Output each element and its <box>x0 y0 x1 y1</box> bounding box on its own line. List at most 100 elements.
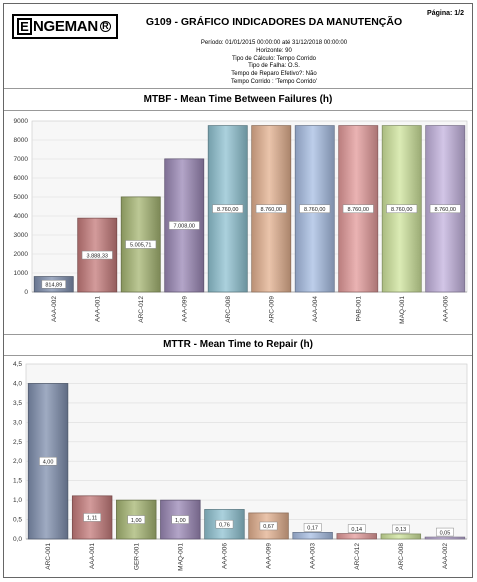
registered-mark-icon: R <box>99 21 111 32</box>
mttr-chart-title: MTTR - Mean Time to Repair (h) <box>163 339 313 350</box>
mttr-data-label-box <box>303 523 322 532</box>
mttr-y-tick-label: 2,5 <box>13 439 22 446</box>
mttr-data-label-box <box>171 515 190 524</box>
mtbf-x-tick-label: ARC-012 <box>138 296 145 323</box>
mtbf-data-label-box <box>386 204 418 214</box>
mtbf-y-tick-label: 2000 <box>14 251 29 258</box>
mttr-data-label: 0,76 <box>219 522 230 528</box>
mttr-data-label: 0,14 <box>351 527 362 533</box>
mtbf-data-label: 8.760,00 <box>391 207 412 213</box>
mttr-x-tick-label: AAA-003 <box>310 543 317 569</box>
mtbf-data-label: 5.005,71 <box>130 243 151 249</box>
mttr-data-label-box <box>347 524 366 533</box>
mtbf-data-label: 814,89 <box>45 282 62 288</box>
logo-text: NGEMAN <box>33 18 98 35</box>
mttr-y-tick-label: 1,0 <box>13 497 22 504</box>
mttr-data-label-box <box>39 456 57 466</box>
page-number: Página: 1/2 <box>427 10 464 17</box>
mttr-data-label: 0,67 <box>263 524 274 530</box>
mtbf-data-label-box <box>81 250 113 260</box>
mtbf-chart-title: MTBF - Mean Time Between Failures (h) <box>143 94 333 105</box>
mtbf-x-tick-label: AAA-004 <box>312 296 319 322</box>
mttr-data-label: 1,11 <box>87 516 97 522</box>
mtbf-x-tick-label: MAQ-001 <box>399 296 406 324</box>
param-elapsed-time: Tempo Corrido : 'Tempo Corrido' <box>231 78 317 85</box>
mttr-data-label: 0,13 <box>395 527 406 533</box>
mttr-y-tick-label: 0,0 <box>13 536 22 543</box>
mtbf-y-tick-label: 9000 <box>14 118 29 125</box>
chart-divider <box>4 334 472 335</box>
mtbf-data-label-box <box>41 280 66 289</box>
param-calc-type: Tipo de Cálculo: Tempo Corrido <box>231 55 317 62</box>
mttr-x-tick-label: AAA-006 <box>221 543 228 569</box>
param-failure-type: Tipo de Falha: O.S. <box>248 63 300 70</box>
mttr-y-tick-label: 2,0 <box>13 458 22 465</box>
mtbf-data-label-box <box>299 204 331 214</box>
mtbf-y-tick-label: 8000 <box>14 137 29 144</box>
mtbf-chart: 0 1000 2000 3000 4000 5000 6000 7000 8000 9000 814… <box>14 118 468 324</box>
mttr-bar-ARC-012 <box>336 533 377 540</box>
mttr-data-label: 0,05 <box>440 530 451 536</box>
mttr-x-tick-label: AAA-099 <box>266 543 273 569</box>
mtbf-x-tick-label: AAA-099 <box>181 296 188 322</box>
mttr-data-label: 4,00 <box>43 459 54 465</box>
mtbf-y-tick-label: 7000 <box>14 156 29 163</box>
mttr-y-tick-label: 1,5 <box>13 478 22 485</box>
engeman-logo: E NGEMAN R <box>12 14 118 39</box>
mttr-data-label: 1,00 <box>131 518 142 524</box>
param-period: Período: 01/01/2015 00:00:00 até 31/12/2… <box>200 40 348 46</box>
mttr-data-label-box <box>127 515 146 524</box>
mttr-x-tick-label: AAA-002 <box>442 543 449 569</box>
mtbf-x-tick-label: PAB-001 <box>355 296 362 322</box>
mtbf-title-divider <box>4 110 472 111</box>
mtbf-data-label: 7.008,00 <box>174 224 195 230</box>
mtbf-data-label: 8.760,00 <box>304 207 325 213</box>
param-horizon: Horizonte: 90 <box>256 47 292 54</box>
mttr-x-tick-label: AAA-001 <box>89 543 96 569</box>
report-title: G109 - GRÁFICO INDICADORES DA MANUTENÇÃO <box>145 16 403 28</box>
mtbf-data-label-box <box>255 204 287 214</box>
report-parameters: Período: 01/01/2015 00:00:00 até 31/12/2… <box>124 40 424 87</box>
mtbf-y-tick-label: 5000 <box>14 194 29 201</box>
param-effective-repair: Tempo de Reparo Efetivo?: Não <box>231 71 317 78</box>
mtbf-x-tick-label: AAA-006 <box>442 296 449 322</box>
mttr-x-tick-label: ARC-001 <box>45 543 52 570</box>
mtbf-y-tick-label: 4000 <box>14 213 29 220</box>
mtbf-y-tick-label: 3000 <box>14 232 29 239</box>
mtbf-data-label: 8.760,00 <box>261 207 282 213</box>
mttr-title-divider <box>4 355 472 356</box>
mttr-chart: 0,0 0,5 1,0 1,5 2,0 2,5 3,0 3,5 4,0 4,5 4,00 ARC-00… <box>13 361 468 571</box>
mtbf-y-tick-label: 0 <box>24 289 28 296</box>
mttr-data-label-box <box>436 527 454 537</box>
mttr-data-label: 0,17 <box>307 526 318 532</box>
mttr-data-label-box <box>83 513 102 522</box>
mtbf-x-tick-label: AAA-001 <box>94 296 101 322</box>
mttr-x-tick-label: MAQ-001 <box>177 543 184 571</box>
mtbf-data-label: 8.760,00 <box>348 207 369 213</box>
mttr-data-label-box <box>392 524 410 534</box>
mttr-x-tick-label: ARC-008 <box>398 543 405 570</box>
mttr-x-tick-label: GER-001 <box>133 543 140 570</box>
mtbf-x-tick-label: ARC-009 <box>268 296 275 323</box>
mttr-y-tick-label: 3,5 <box>13 400 22 407</box>
mtbf-x-tick-label: AAA-002 <box>51 296 58 322</box>
mttr-x-tick-label: ARC-012 <box>354 543 361 570</box>
report-page: E NGEMAN R G109 - GRÁFICO INDICADORES DA… <box>3 3 473 578</box>
report-header: E NGEMAN R G109 - GRÁFICO INDICADORES DA… <box>4 4 472 88</box>
header-divider <box>4 88 472 89</box>
mttr-data-label-box <box>259 521 278 531</box>
mtbf-x-tick-label: ARC-008 <box>225 296 232 323</box>
mtbf-y-tick-label: 6000 <box>14 175 29 182</box>
mtbf-y-tick-label: 1000 <box>14 270 29 277</box>
mttr-data-label-box <box>215 519 234 529</box>
logo-e-box: E <box>17 18 32 35</box>
mttr-y-tick-label: 0,5 <box>13 517 22 524</box>
mtbf-data-label-box <box>125 240 157 249</box>
mtbf-data-label-box <box>342 204 374 214</box>
mtbf-data-label: 8.760,00 <box>217 207 238 213</box>
mtbf-data-label: 3.888,33 <box>87 253 108 259</box>
mttr-data-label: 1,00 <box>175 518 186 524</box>
mttr-y-tick-label: 3,0 <box>13 419 22 426</box>
mtbf-data-label-box <box>212 204 244 214</box>
mttr-bar-AAA-002 <box>424 536 466 540</box>
